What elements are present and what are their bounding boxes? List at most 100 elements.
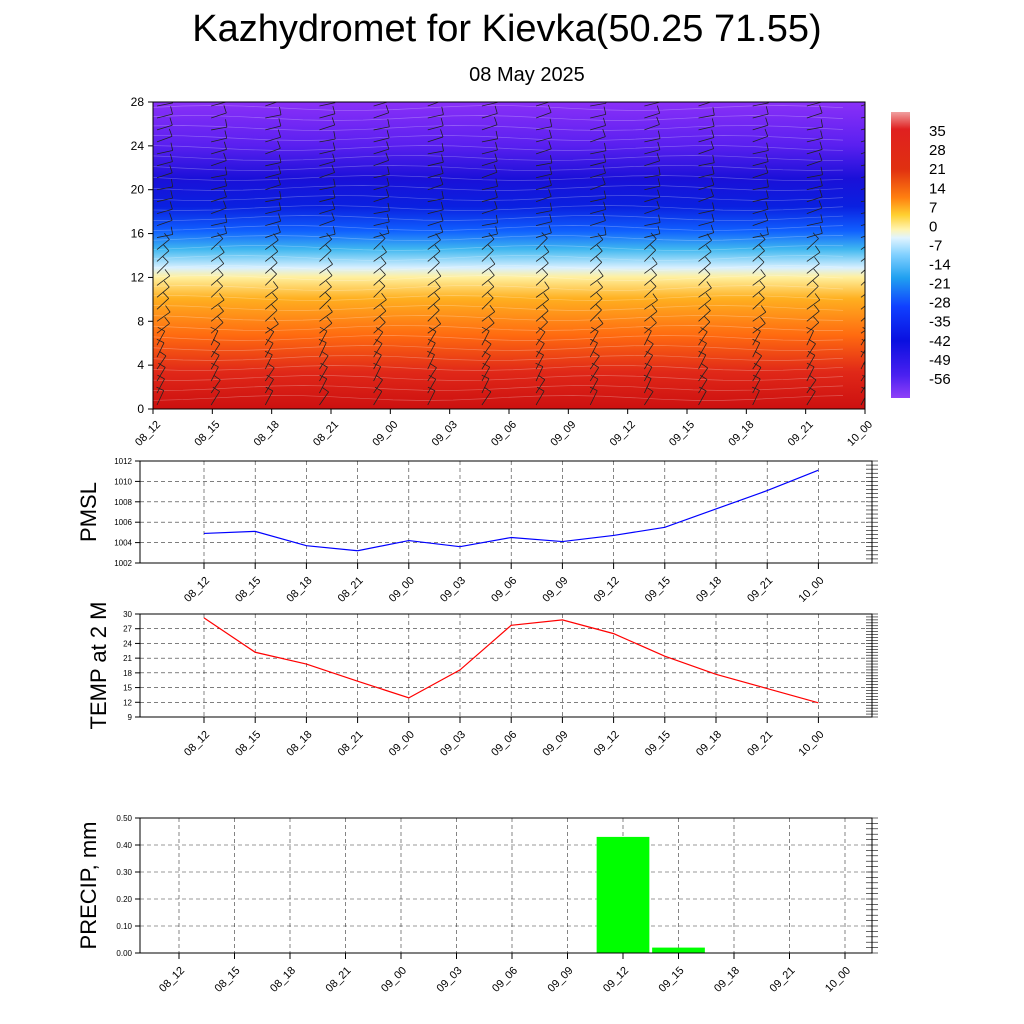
wind-barb-flag — [481, 326, 490, 332]
wind-barb-shaft — [481, 233, 498, 238]
wind-barb-flag — [434, 292, 441, 300]
wind-barb-shaft — [698, 331, 708, 346]
wind-barb-shaft — [806, 149, 823, 155]
wind-barb-flag — [863, 363, 865, 365]
wind-barb-flag — [867, 305, 872, 311]
wind-barb-flag — [643, 374, 652, 379]
wind-barb-flag — [331, 212, 335, 221]
wind-barb-flag — [441, 154, 444, 163]
wind-barb-shaft — [427, 114, 444, 119]
wind-barb-flag — [164, 232, 170, 240]
wind-barb-flag — [659, 102, 661, 103]
wind-barb-flag — [489, 257, 496, 265]
wind-barb-shaft — [698, 343, 707, 358]
wind-barb-shaft — [156, 311, 171, 322]
wind-barb-flag — [870, 318, 875, 325]
wind-barb-flag — [820, 177, 823, 186]
wind-barb-flag — [332, 189, 336, 198]
wind-barb-flag — [595, 256, 603, 263]
wind-barb-shaft — [806, 355, 816, 370]
wind-barb-flag — [543, 245, 550, 253]
wind-barb-shaft — [427, 198, 444, 203]
wind-barb-flag — [440, 93, 443, 101]
x-tick-label: 09_12 — [608, 419, 638, 449]
wind-barb-shaft — [373, 174, 390, 179]
colorbar-label: -42 — [929, 333, 951, 350]
panel-frame — [139, 817, 873, 954]
wind-barb-shaft — [698, 102, 713, 107]
contour-line — [153, 125, 844, 131]
wind-barb-shaft — [535, 310, 549, 322]
wind-barb-flag — [766, 190, 769, 199]
wind-barb-shaft — [535, 274, 549, 286]
wind-barb-shaft — [319, 286, 332, 298]
wind-barb-flag — [265, 338, 274, 344]
wind-barb-flag — [332, 142, 336, 151]
wind-barb-shaft — [156, 161, 173, 167]
y-tick-label: 27 — [123, 625, 132, 634]
wind-barb-flag — [752, 374, 761, 380]
y-tick-label: 4 — [137, 358, 144, 372]
x-tick-label: 10_00 — [823, 965, 853, 995]
wind-barb-shaft — [373, 148, 390, 155]
x-tick-label: 09_09 — [540, 729, 570, 759]
contour-line — [153, 165, 844, 171]
wind-barb-shaft — [535, 299, 549, 310]
wind-barb-shaft — [806, 185, 823, 191]
wind-barb-flag — [439, 176, 444, 185]
wind-barb-shaft — [698, 321, 711, 334]
wind-barb-shaft — [806, 343, 816, 358]
wind-barb-shaft — [752, 208, 769, 215]
wind-barb-shaft — [806, 174, 823, 179]
wind-barb-shaft — [644, 299, 658, 310]
x-tick-label: 09_15 — [667, 419, 697, 449]
wind-barb-flag — [711, 166, 715, 174]
wind-barb-flag — [156, 386, 164, 391]
wind-barb-shaft — [698, 209, 715, 215]
colorbar-label: -28 — [929, 295, 951, 312]
wind-barb-shaft — [535, 321, 548, 334]
wind-barb-flag — [213, 375, 221, 381]
wind-barb-shaft — [752, 261, 765, 274]
wind-barb-shaft — [644, 149, 660, 155]
colorbar-label: -56 — [929, 371, 951, 388]
wind-barb-shaft — [698, 114, 715, 119]
wind-barb-flag — [549, 129, 552, 138]
wind-barb-flag — [385, 189, 390, 197]
heatmap-field — [153, 102, 865, 409]
wind-barb-shaft — [806, 221, 823, 226]
x-tick-label: 08_12 — [157, 965, 187, 995]
x-tick-label: 09_00 — [379, 965, 409, 995]
wind-barb-flag — [547, 104, 552, 113]
wind-barb-shaft — [210, 391, 220, 406]
y-tick-label: 1012 — [114, 457, 132, 466]
wind-barb-flag — [495, 178, 498, 187]
wind-barb-shaft — [264, 342, 274, 358]
wind-barb-flag — [332, 201, 336, 210]
wind-barb-flag — [494, 189, 498, 198]
x-tick-label: 08_21 — [336, 729, 366, 759]
wind-barb-shaft — [481, 250, 494, 262]
wind-barb-flag — [759, 232, 766, 240]
wind-barb-shaft — [156, 286, 170, 298]
wind-barb-flag — [765, 117, 769, 126]
wind-barb-shaft — [535, 366, 544, 382]
wind-barb-flag — [650, 232, 657, 240]
wind-barb-flag — [224, 130, 228, 139]
wind-barb-flag — [219, 245, 225, 253]
wind-barb-shaft — [535, 184, 552, 191]
wind-barb-flag — [441, 143, 444, 152]
wind-barb-flag — [603, 201, 607, 210]
wind-barb-flag — [873, 141, 876, 149]
wind-barb-flag — [875, 107, 877, 115]
wind-barb-shaft — [535, 331, 546, 346]
wind-barb-flag — [277, 140, 281, 149]
wind-barb-shaft — [319, 275, 333, 286]
wind-barb-shaft — [319, 263, 333, 274]
wind-barb-flag — [592, 351, 600, 357]
wind-barb-flag — [223, 200, 227, 209]
y-tick-label: 1006 — [114, 518, 132, 527]
wind-barb-shaft — [590, 136, 606, 143]
wind-barb-shaft — [481, 113, 498, 119]
wind-barb-shaft — [373, 322, 386, 334]
